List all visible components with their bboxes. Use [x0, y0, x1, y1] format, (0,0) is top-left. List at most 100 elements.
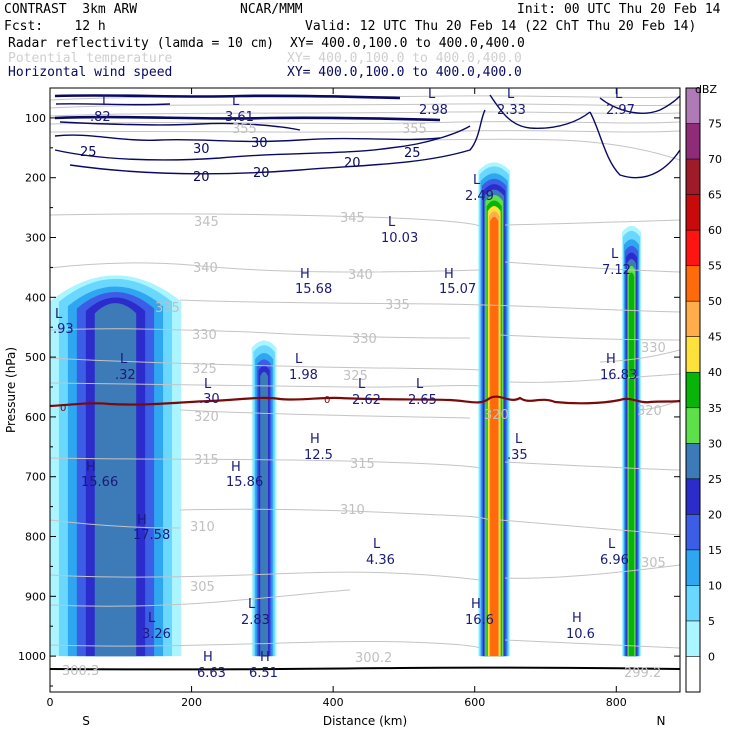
colorbar-swatch	[686, 407, 700, 444]
extremum-value: .93	[53, 322, 74, 337]
theta-line	[50, 589, 351, 607]
model-title: CONTRAST 3km ARW	[4, 2, 138, 17]
colorbar-label: 70	[708, 153, 722, 166]
extremum-key: H	[606, 352, 616, 367]
xy-reflectivity: XY= 400.0,100.0 to 400.0,400.0	[290, 36, 525, 51]
theta-line	[179, 508, 491, 521]
reflectivity-level	[490, 216, 499, 657]
extremum-value: 1.98	[289, 368, 318, 383]
extremum-value: 16.83	[600, 368, 637, 383]
extremum-value: 6.63	[197, 666, 226, 681]
y-tick-label: 800	[25, 531, 46, 544]
colorbar-swatch	[686, 301, 700, 337]
y-tick-label: 500	[25, 351, 46, 364]
extremum-key: H	[260, 650, 270, 665]
colorbar-label: 20	[708, 508, 722, 521]
colorbar-label: 25	[708, 473, 722, 486]
wind-label: 20	[193, 170, 210, 185]
theta-label: 325	[343, 369, 368, 384]
theta-label: 340	[348, 268, 373, 283]
colorbar-label: 5	[708, 615, 715, 628]
reflectivity-level	[628, 272, 635, 657]
zero-isotherm-line	[50, 395, 680, 408]
extremum-key: L	[428, 87, 436, 102]
extremum-value: 15.07	[439, 282, 476, 297]
theta-label: 305	[641, 556, 666, 571]
y-tick-label: 400	[25, 291, 46, 304]
theta-label: 315	[194, 453, 219, 468]
colorbar-label: 35	[708, 402, 722, 415]
theta-line	[504, 639, 680, 649]
theta-line	[504, 261, 680, 273]
extrema-labels: L .82 L 3.61 L 2.98 L 2.33 L 2.97 L 2.49…	[53, 87, 637, 681]
theta-line	[179, 409, 471, 419]
extremum-key: L	[148, 611, 156, 626]
y-tick-label: 100	[25, 112, 46, 125]
theta-label: 330	[352, 332, 377, 347]
extremum-key: H	[203, 650, 213, 665]
extremum-value: 2.33	[497, 103, 526, 118]
colorbar-swatch	[686, 443, 700, 479]
theta-line	[50, 130, 680, 133]
theta-label: 305	[190, 580, 215, 595]
extremum-value: 3.26	[142, 627, 171, 642]
extremum-key: H	[471, 597, 481, 612]
theta-label: 335	[385, 298, 410, 313]
extremum-key: L	[248, 597, 256, 612]
extremum-value: 12.5	[304, 448, 333, 463]
y-tick-label: 700	[25, 471, 46, 484]
wind-line	[599, 95, 680, 114]
extremum-key: L	[507, 87, 515, 102]
extremum-value: 16.6	[465, 613, 494, 628]
wind-line	[489, 94, 591, 129]
field-reflectivity: Radar reflectivity (lamda = 10 cm)	[8, 36, 275, 51]
colorbar-swatch	[686, 656, 700, 692]
theta-label: 340	[193, 261, 218, 276]
wind-line	[54, 125, 471, 161]
theta-line	[599, 349, 680, 363]
theta-line	[50, 640, 481, 649]
south-label: S	[82, 714, 90, 728]
wind-line	[59, 121, 301, 131]
reflectivity-level	[260, 371, 269, 657]
extremum-value: 3.61	[225, 110, 254, 125]
theta-label: 345	[194, 215, 219, 230]
colorbar-label: 50	[708, 295, 722, 308]
colorbar-unit: dBZ	[695, 83, 718, 96]
colorbar-swatch	[686, 585, 700, 621]
forecast-hour: Fcst: 12 h	[4, 19, 106, 34]
extremum-key: H	[86, 460, 96, 475]
theta-line	[50, 121, 680, 125]
extremum-value: 15.86	[226, 475, 263, 490]
extremum-key: L	[373, 537, 381, 552]
extremum-key: H	[572, 611, 582, 626]
wind-line	[54, 115, 441, 122]
colorbar-swatch	[686, 123, 700, 160]
colorbar-swatch	[686, 478, 700, 515]
extremum-value: .82	[90, 110, 111, 125]
extremum-key: L	[515, 432, 523, 447]
axes	[49, 87, 681, 693]
y-tick-label: 200	[25, 172, 46, 185]
wind-label: 25	[404, 146, 421, 161]
colorbar-label: 15	[708, 544, 722, 557]
theta-label: 320	[484, 408, 509, 423]
theta-line	[179, 299, 680, 313]
extremum-key: L	[611, 247, 619, 262]
center-name: NCAR/MMM	[240, 2, 303, 17]
extremum-value: 2.97	[606, 103, 635, 118]
extremum-value: .35	[507, 448, 528, 463]
theta-label: 299.2	[624, 666, 661, 681]
theta-line	[50, 519, 181, 529]
extremum-value: 2.83	[241, 613, 270, 628]
x-tick-label: 600	[464, 696, 485, 709]
extremum-value: 4.36	[366, 553, 395, 568]
colorbar-label: 30	[708, 437, 722, 450]
extremum-value: 10.6	[566, 627, 595, 642]
theta-line	[50, 111, 680, 117]
wind-line	[54, 134, 441, 143]
wind-line	[589, 111, 680, 179]
theta-label: 320	[194, 410, 219, 425]
theta-label: 330	[192, 328, 217, 343]
